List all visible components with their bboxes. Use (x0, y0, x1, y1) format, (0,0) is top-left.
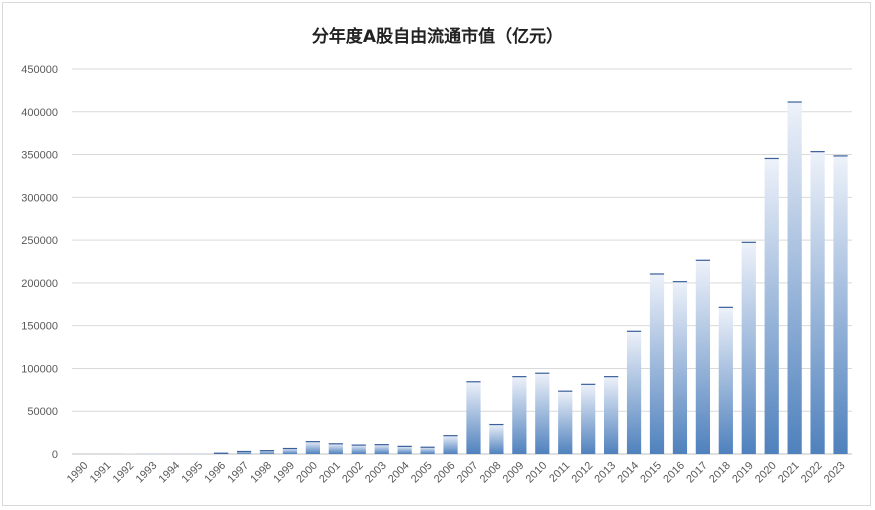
x-tick-label: 2021 (776, 460, 802, 486)
bar-2006 (443, 435, 458, 454)
y-tick-label: 350000 (21, 150, 58, 162)
y-tick-label: 150000 (21, 321, 58, 333)
bar-2004 (397, 445, 412, 454)
y-tick-label: 0 (52, 449, 58, 461)
x-tick-label: 2019 (730, 460, 756, 486)
x-tick-label: 2009 (501, 460, 527, 486)
bar-2023 (833, 155, 848, 454)
x-tick-label: 2016 (661, 460, 687, 486)
bar-2017 (695, 259, 710, 454)
x-tick-label: 2000 (294, 460, 320, 486)
x-tick-label: 1998 (248, 460, 274, 486)
bar-2000 (305, 441, 320, 454)
bar-1998 (259, 450, 275, 454)
bar-2013 (604, 376, 619, 454)
bar-2021 (787, 101, 802, 454)
bar-2016 (672, 281, 688, 454)
bar-2012 (581, 383, 596, 454)
x-tick-label: 2008 (478, 460, 504, 486)
bar-2018 (718, 306, 733, 454)
x-tick-label: 2022 (799, 460, 825, 486)
bar-1999 (282, 448, 298, 454)
y-tick-label: 300000 (21, 192, 58, 204)
x-tick-label: 2013 (592, 460, 618, 486)
x-tick-label: 1997 (225, 460, 251, 486)
y-tick-label: 400000 (21, 107, 58, 119)
x-tick-label: 1991 (88, 460, 114, 486)
x-tick-label: 2010 (524, 460, 550, 486)
x-tick-label: 1999 (271, 460, 297, 486)
bar-2020 (764, 157, 779, 454)
chart-title: 分年度A股自由流通市值（亿元） (311, 27, 564, 47)
bar-2022 (810, 151, 825, 454)
x-tick-label: 2005 (409, 460, 435, 486)
x-tick-label: 2012 (569, 460, 595, 486)
bar-2008 (489, 424, 504, 454)
bar-2003 (374, 444, 389, 454)
y-tick-label: 100000 (21, 363, 58, 375)
bar-2015 (649, 273, 665, 454)
x-tick-label: 2006 (432, 460, 458, 486)
x-tick-label: 2003 (363, 460, 389, 486)
x-tick-label: 1995 (179, 460, 205, 486)
x-tick-label: 2014 (615, 460, 641, 486)
y-tick-label: 200000 (21, 278, 58, 290)
y-tick-label: 450000 (21, 64, 58, 76)
x-tick-label: 2002 (340, 460, 366, 486)
y-tick-label: 250000 (21, 235, 58, 247)
bar-2011 (558, 390, 573, 454)
bar-1997 (236, 451, 252, 454)
bar-2014 (626, 330, 642, 454)
x-tick-label: 1990 (65, 460, 91, 486)
x-tick-label: 1993 (134, 460, 160, 486)
x-tick-label: 2017 (684, 460, 710, 486)
x-tick-label: 2020 (753, 460, 779, 486)
y-tick-label: 50000 (27, 406, 58, 418)
x-tick-label: 2001 (317, 460, 343, 486)
x-tick-label: 2015 (638, 460, 664, 486)
bar-2007 (466, 381, 481, 454)
x-tick-label: 1996 (202, 460, 228, 486)
x-tick-label: 2018 (707, 460, 733, 486)
x-tick-label: 2011 (547, 460, 572, 485)
bar-2002 (351, 444, 366, 454)
bar-2010 (535, 372, 550, 454)
bar-2005 (420, 446, 435, 454)
x-tick-label: 1992 (111, 460, 137, 486)
bar-2001 (328, 443, 343, 454)
bar-2019 (741, 241, 756, 454)
x-tick-label: 2007 (455, 460, 481, 486)
bar-2009 (512, 376, 527, 454)
x-tick-label: 1994 (157, 460, 183, 486)
x-tick-label: 2023 (822, 460, 848, 486)
x-tick-label: 2004 (386, 460, 412, 486)
